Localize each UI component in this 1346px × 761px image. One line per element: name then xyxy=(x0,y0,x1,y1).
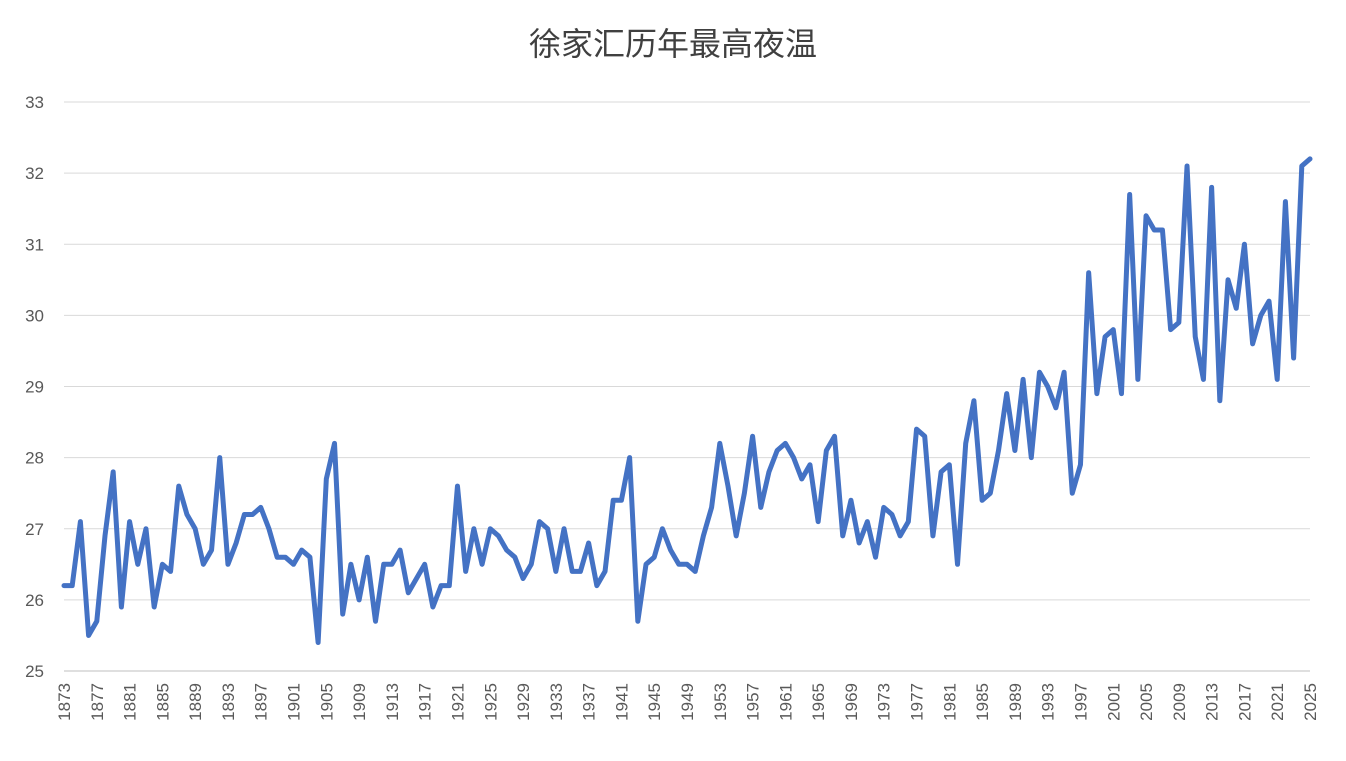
y-tick-label: 32 xyxy=(25,164,44,183)
x-tick-label: 1885 xyxy=(153,683,172,721)
x-tick-label: 2013 xyxy=(1203,683,1222,721)
x-tick-label: 1881 xyxy=(121,683,140,721)
x-tick-label: 1949 xyxy=(678,683,697,721)
x-tick-label: 1965 xyxy=(809,683,828,721)
y-tick-label: 26 xyxy=(25,591,44,610)
x-tick-label: 1961 xyxy=(776,683,795,721)
x-tick-label: 1933 xyxy=(547,683,566,721)
x-tick-label: 2005 xyxy=(1137,683,1156,721)
y-tick-label: 27 xyxy=(25,520,44,539)
x-tick-label: 1893 xyxy=(219,683,238,721)
x-tick-label: 1937 xyxy=(580,683,599,721)
x-tick-label: 2021 xyxy=(1268,683,1287,721)
x-tick-label: 1909 xyxy=(350,683,369,721)
x-tick-label: 1921 xyxy=(448,683,467,721)
x-tick-label: 1901 xyxy=(285,683,304,721)
y-tick-label: 33 xyxy=(25,93,44,112)
x-tick-label: 1877 xyxy=(88,683,107,721)
y-tick-label: 25 xyxy=(25,662,44,681)
x-tick-label: 1957 xyxy=(744,683,763,721)
x-tick-label: 1873 xyxy=(55,683,74,721)
x-tick-label: 2009 xyxy=(1170,683,1189,721)
x-tick-label: 1997 xyxy=(1071,683,1090,721)
x-tick-label: 1941 xyxy=(612,683,631,721)
x-tick-label: 1925 xyxy=(481,683,500,721)
y-tick-label: 28 xyxy=(25,449,44,468)
x-axis: 1873 1877 1881 1885 1889 1893 1897 1901 1905 1909… xyxy=(55,683,1320,721)
x-tick-label: 1897 xyxy=(252,683,271,721)
series-line xyxy=(61,156,1313,646)
x-tick-label: 1973 xyxy=(875,683,894,721)
x-tick-label: 1905 xyxy=(317,683,336,721)
gridlines xyxy=(64,101,1310,672)
x-tick-label: 2025 xyxy=(1301,683,1320,721)
y-tick-label: 31 xyxy=(25,235,44,254)
x-tick-label: 1917 xyxy=(416,683,435,721)
x-tick-label: 1945 xyxy=(645,683,664,721)
x-tick-label: 2017 xyxy=(1235,683,1254,721)
y-tick-label: 29 xyxy=(25,378,44,397)
x-tick-label: 1977 xyxy=(908,683,927,721)
x-tick-label: 1981 xyxy=(940,683,959,721)
x-tick-label: 1969 xyxy=(842,683,861,721)
x-tick-label: 1913 xyxy=(383,683,402,721)
x-tick-label: 1953 xyxy=(711,683,730,721)
x-tick-label: 1985 xyxy=(973,683,992,721)
x-tick-label: 1989 xyxy=(1006,683,1025,721)
y-tick-label: 30 xyxy=(25,306,44,325)
x-tick-label: 1889 xyxy=(186,683,205,721)
chart-title: 徐家汇历年最高夜温 xyxy=(529,25,817,63)
x-tick-label: 1993 xyxy=(1039,683,1058,721)
x-tick-label: 2001 xyxy=(1104,683,1123,721)
series-layer xyxy=(61,156,1313,646)
y-axis: 25 26 27 28 29 30 31 32 33 xyxy=(25,93,44,681)
x-tick-label: 1929 xyxy=(514,683,533,721)
